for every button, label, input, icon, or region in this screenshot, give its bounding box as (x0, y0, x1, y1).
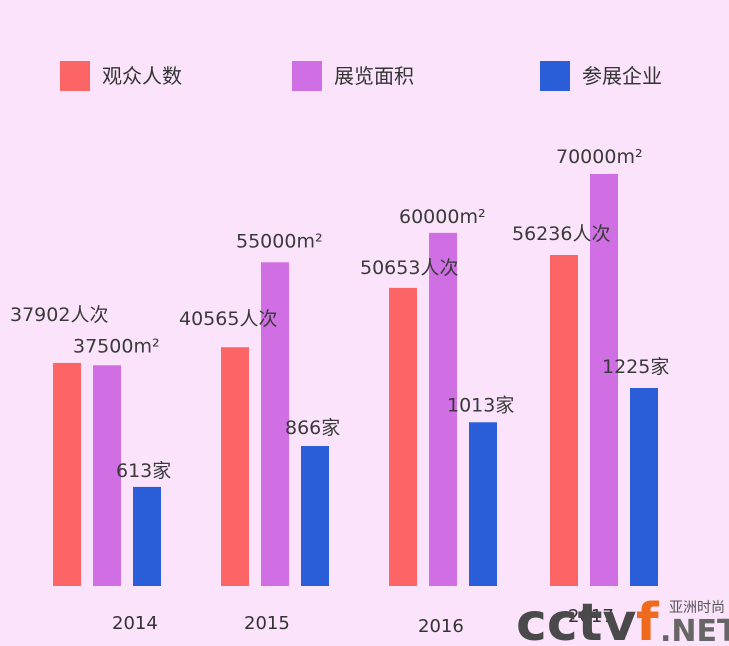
bar-2015-0 (221, 347, 249, 586)
bar-2014-2 (133, 486, 161, 586)
legend-label-1: 展览面积 (334, 64, 414, 88)
category-label-2017: 2017 (568, 606, 614, 627)
watermark-suffix: f (636, 593, 660, 646)
bar-2014-0 (53, 362, 81, 586)
bars (53, 174, 658, 586)
legend-swatch-1 (292, 61, 322, 91)
data-label-2014-2: 613家 (116, 460, 171, 482)
bar-2017-1 (590, 174, 618, 586)
legend-label-2: 参展企业 (582, 64, 662, 88)
category-label-2014: 2014 (112, 613, 158, 634)
watermark-caption: 亚洲时尚 (669, 600, 725, 616)
data-label-2014-0: 37902人次 (10, 304, 108, 326)
watermark-domain: .NET (660, 614, 729, 646)
data-label-2015-1: 55000m² (236, 230, 323, 252)
data-labels: 37902人次 37500m² 613家 40565人次 55000m² 866家 5065… (10, 146, 669, 482)
data-label-2014-1: 37500m² (73, 335, 160, 357)
watermark-logo: cctv f .NET 亚洲时尚 (516, 593, 729, 646)
data-label-2016-1: 60000m² (399, 206, 486, 228)
data-label-2016-0: 50653人次 (360, 257, 458, 279)
bar-2017-0 (550, 255, 578, 586)
legend-swatch-2 (540, 61, 570, 91)
category-axis-labels: 2014 2015 2016 2017 (112, 606, 614, 637)
bar-2015-1 (261, 262, 289, 586)
watermark-brand: cctv (516, 593, 637, 646)
data-label-2015-2: 866家 (285, 417, 340, 439)
legend-label-0: 观众人数 (102, 64, 182, 88)
category-label-2015: 2015 (244, 613, 290, 634)
data-label-2016-2: 1013家 (447, 394, 514, 416)
bar-2016-0 (389, 287, 417, 586)
bar-2017-2 (630, 388, 658, 586)
bar-2015-2 (301, 446, 329, 586)
bar-2016-1 (429, 232, 457, 586)
data-label-2015-0: 40565人次 (179, 308, 277, 330)
data-label-2017-0: 56236人次 (512, 223, 610, 245)
legend-swatch-0 (60, 61, 90, 91)
category-label-2016: 2016 (418, 616, 464, 637)
bar-2016-2 (469, 422, 497, 586)
legend: 观众人数 展览面积 参展企业 (60, 61, 662, 91)
bar-2014-1 (93, 365, 121, 586)
data-label-2017-2: 1225家 (602, 356, 669, 378)
data-label-2017-1: 70000m² (556, 146, 643, 168)
